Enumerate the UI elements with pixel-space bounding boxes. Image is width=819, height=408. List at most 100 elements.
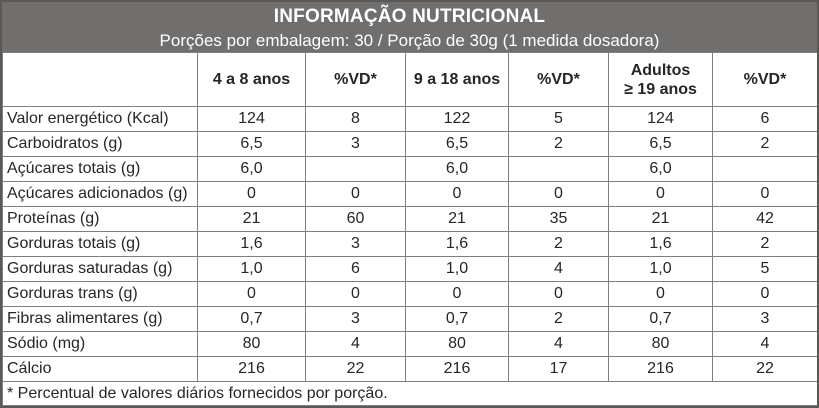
column-header-vd-2: %VD* [508,52,609,107]
value-cell: 0,7 [608,306,713,332]
table-row-calcio: Cálcio 216 22 216 17 216 22 [2,356,817,382]
table-row-gorduras-saturadas: Gorduras saturadas (g) 1,0 6 1,0 4 1,0 5 [2,256,817,282]
value-cell: 6,0 [197,156,306,182]
value-cell: 5 [508,106,609,132]
table-title-band: INFORMAÇÃO NUTRICIONAL Porções por embal… [2,2,817,52]
value-cell: 3 [305,306,406,332]
value-cell: 6,0 [608,156,713,182]
row-label: Açúcares adicionados (g) [2,181,198,207]
value-cell: 0 [712,181,817,207]
table-row-acucares-adicionados: Açúcares adicionados (g) 0 0 0 0 0 0 [2,181,817,207]
column-header-adults-line1: Adultos [630,61,691,79]
column-header-adults: Adultos ≥ 19 anos [608,52,713,107]
value-cell: 21 [608,206,713,232]
value-cell: 0 [608,281,713,307]
value-cell: 5 [712,256,817,282]
row-label: Gorduras totais (g) [2,231,198,257]
row-label: Sódio (mg) [2,331,198,357]
value-cell: 0 [197,181,306,207]
row-label: Valor energético (Kcal) [2,106,198,132]
column-header-adults-line2: ≥ 19 anos [624,80,697,98]
value-cell: 0,7 [197,306,306,332]
row-label: Açúcares totais (g) [2,156,198,182]
footnote-row: * Percentual de valores diários fornecid… [2,381,817,406]
column-header-vd-3: %VD* [712,52,817,107]
value-cell: 0 [508,281,609,307]
value-cell: 6,5 [608,131,713,157]
value-cell: 0 [712,281,817,307]
row-label: Carboidratos (g) [2,131,198,157]
value-cell: 4 [305,331,406,357]
value-cell: 2 [508,231,609,257]
column-header-row: 4 a 8 anos %VD* 9 a 18 anos %VD* Adultos… [2,52,817,107]
value-cell: 6 [305,256,406,282]
value-cell: 3 [305,231,406,257]
value-cell: 0 [405,181,509,207]
row-label: Proteínas (g) [2,206,198,232]
value-cell: 8 [305,106,406,132]
value-cell: 4 [508,331,609,357]
value-cell: 6,0 [405,156,509,182]
value-cell: 0 [508,181,609,207]
value-cell: 2 [508,306,609,332]
value-cell: 0,7 [405,306,509,332]
table-row-valor-energetico: Valor energético (Kcal) 124 8 122 5 124 … [2,106,817,132]
value-cell: 3 [712,306,817,332]
value-cell: 80 [608,331,713,357]
value-cell: 6 [712,106,817,132]
value-cell: 42 [712,206,817,232]
table-row-proteinas: Proteínas (g) 21 60 21 35 21 42 [2,206,817,232]
value-cell: 21 [197,206,306,232]
value-cell: 1,6 [197,231,306,257]
row-label: Gorduras trans (g) [2,281,198,307]
value-cell: 0 [305,281,406,307]
value-cell: 80 [197,331,306,357]
table-row-sodio: Sódio (mg) 80 4 80 4 80 4 [2,331,817,357]
value-cell [305,156,406,182]
table-title: INFORMAÇÃO NUTRICIONAL [273,6,546,27]
value-cell: 1,6 [608,231,713,257]
column-header-empty [2,52,198,107]
value-cell [508,156,609,182]
value-cell: 0 [197,281,306,307]
value-cell: 216 [405,356,509,382]
value-cell: 2 [712,131,817,157]
value-cell: 6,5 [405,131,509,157]
value-cell: 60 [305,206,406,232]
value-cell: 35 [508,206,609,232]
value-cell: 22 [305,356,406,382]
value-cell [712,156,817,182]
value-cell: 22 [712,356,817,382]
value-cell: 0 [405,281,509,307]
value-cell: 17 [508,356,609,382]
table-row-acucares-totais: Açúcares totais (g) 6,0 6,0 6,0 [2,156,817,182]
row-label: Fibras alimentares (g) [2,306,198,332]
value-cell: 80 [405,331,509,357]
value-cell: 4 [712,331,817,357]
value-cell: 216 [608,356,713,382]
value-cell: 2 [508,131,609,157]
row-label: Gorduras saturadas (g) [2,256,198,282]
nutrition-table: 4 a 8 anos %VD* 9 a 18 anos %VD* Adultos… [2,52,817,406]
value-cell: 2 [712,231,817,257]
value-cell: 0 [305,181,406,207]
table-row-gorduras-trans: Gorduras trans (g) 0 0 0 0 0 0 [2,281,817,307]
footnote-text: * Percentual de valores diários fornecid… [2,381,817,406]
value-cell: 124 [608,106,713,132]
row-label: Cálcio [2,356,198,382]
value-cell: 122 [405,106,509,132]
value-cell: 6,5 [197,131,306,157]
table-row-fibras-alimentares: Fibras alimentares (g) 0,7 3 0,7 2 0,7 3 [2,306,817,332]
table-row-carboidratos: Carboidratos (g) 6,5 3 6,5 2 6,5 2 [2,131,817,157]
value-cell: 124 [197,106,306,132]
value-cell: 1,0 [197,256,306,282]
table-subtitle: Porções por embalagem: 30 / Porção de 30… [159,31,660,50]
value-cell: 3 [305,131,406,157]
table-row-gorduras-totais: Gorduras totais (g) 1,6 3 1,6 2 1,6 2 [2,231,817,257]
column-header-age-4-8: 4 a 8 anos [197,52,306,107]
value-cell: 21 [405,206,509,232]
value-cell: 1,0 [608,256,713,282]
value-cell: 4 [508,256,609,282]
value-cell: 1,6 [405,231,509,257]
